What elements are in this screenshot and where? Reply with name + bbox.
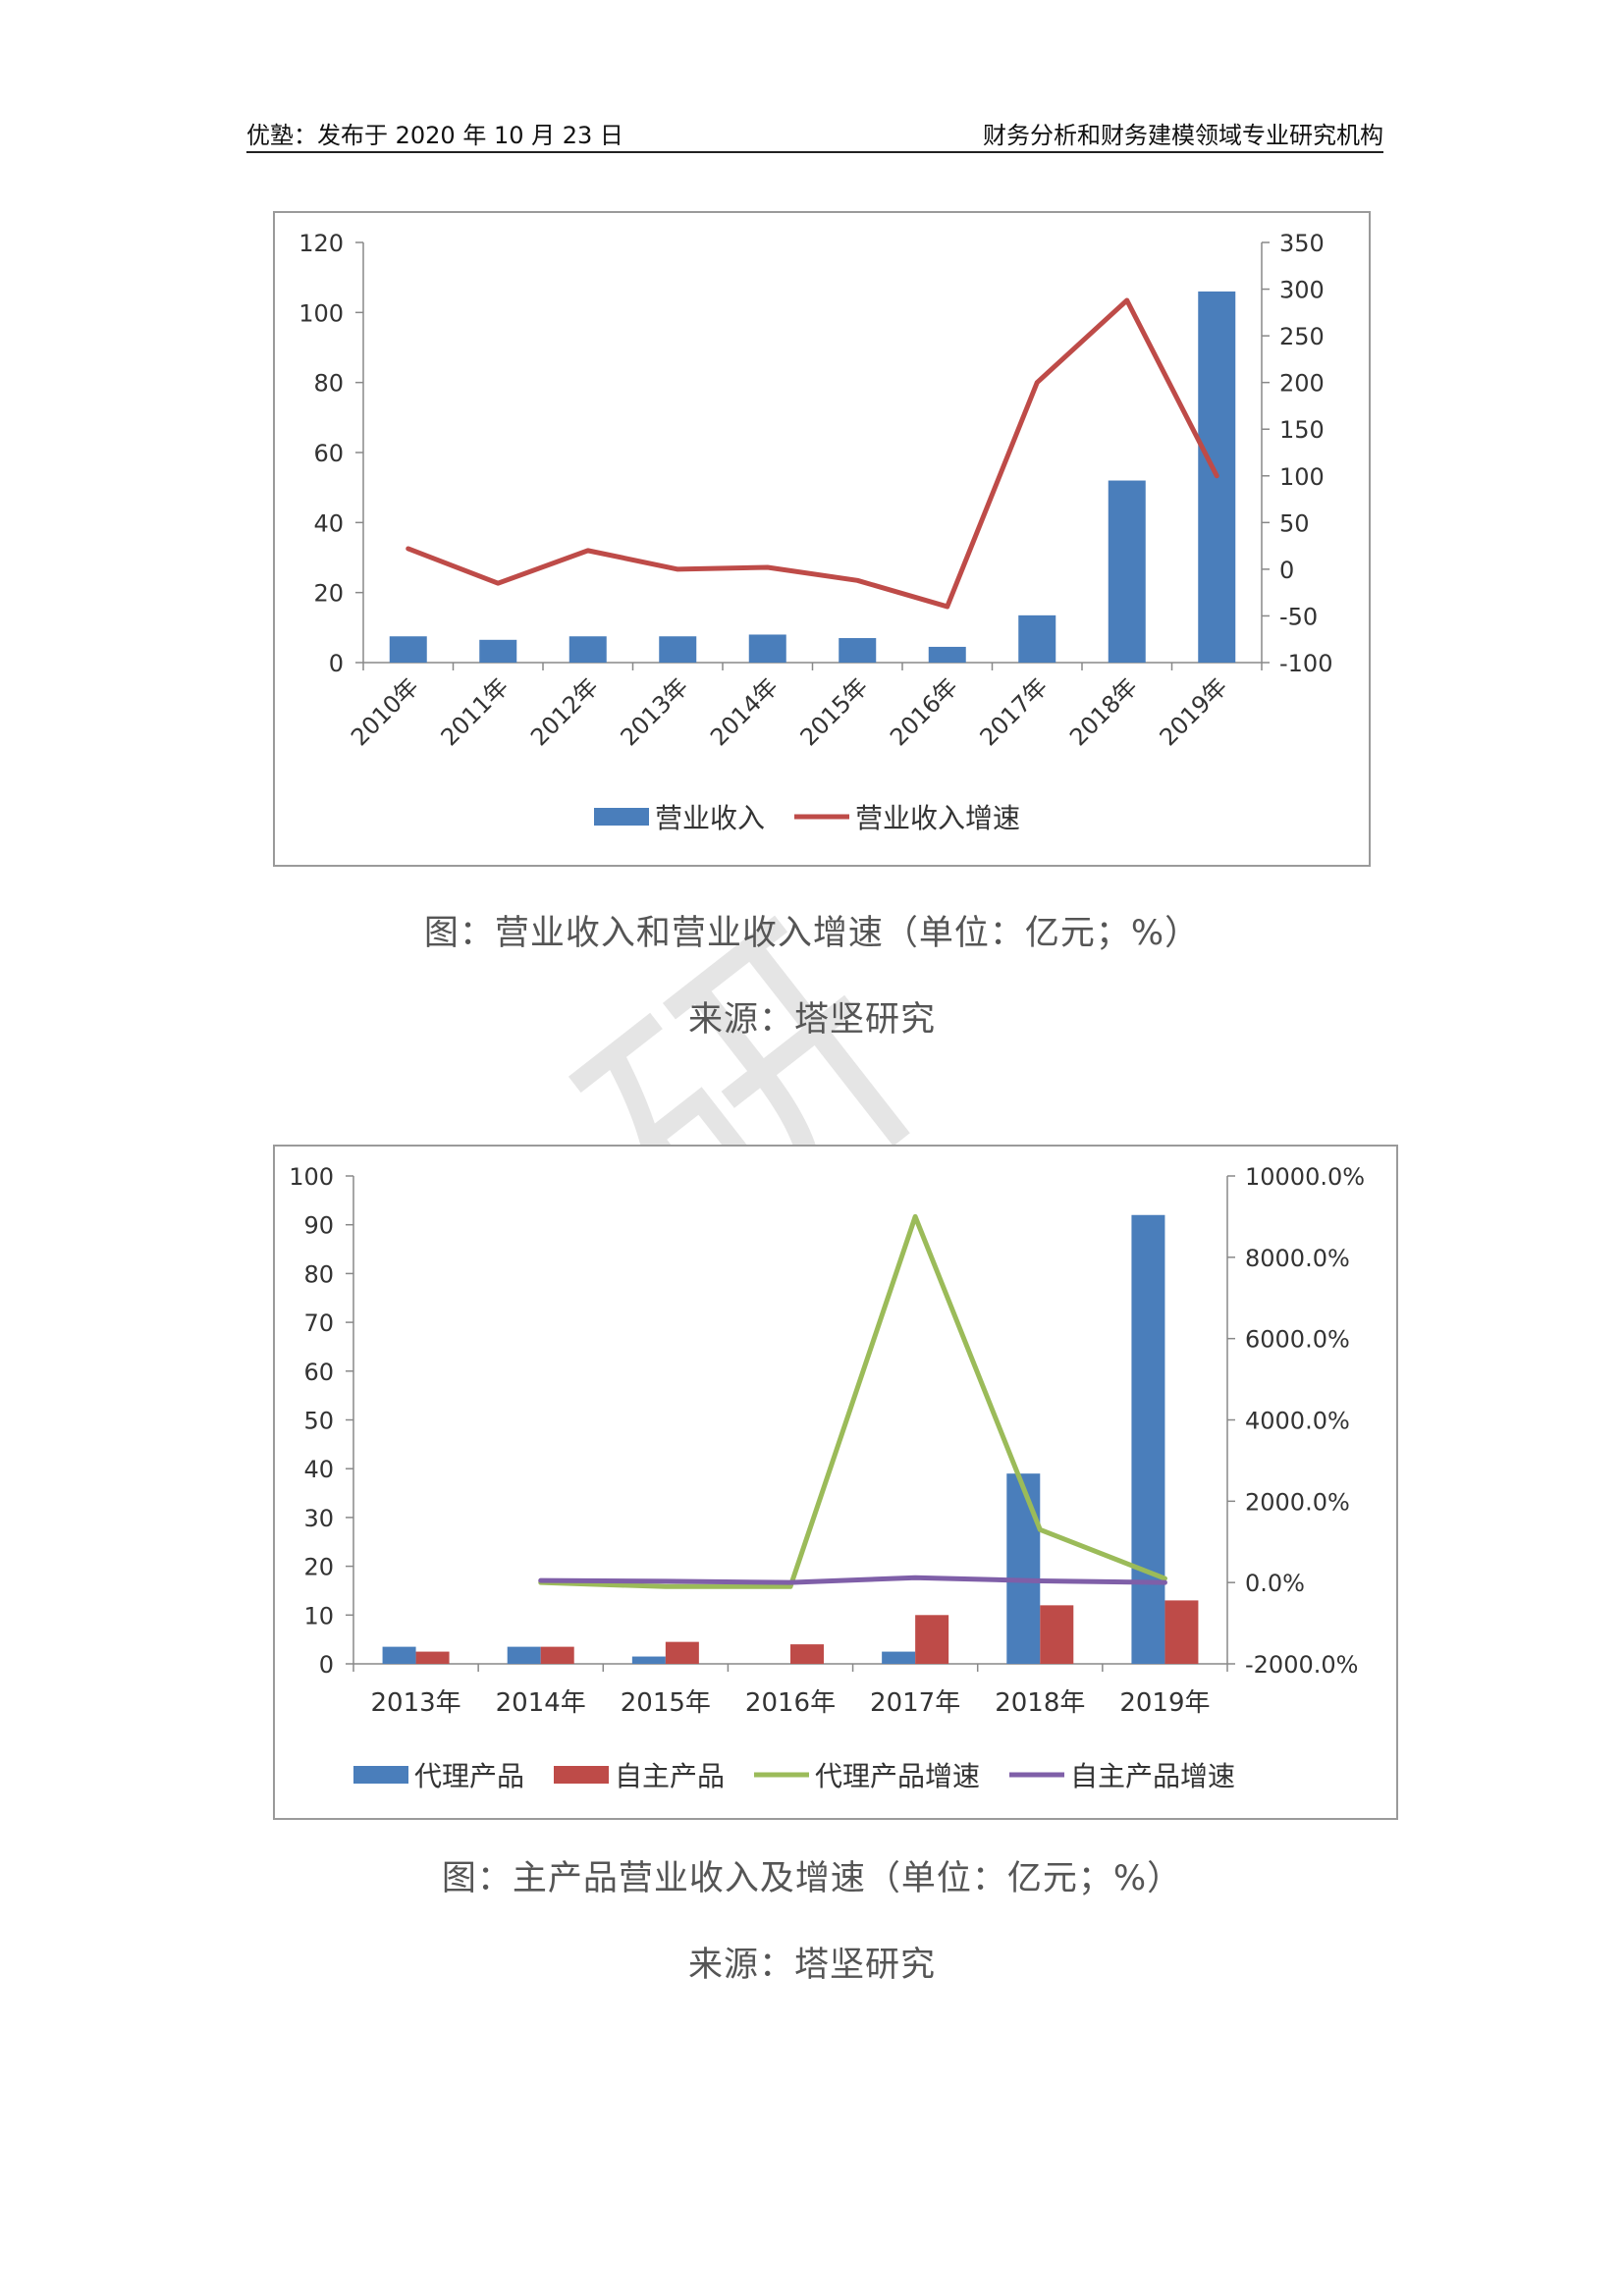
x-tick-label: 2016年 <box>745 1688 836 1718</box>
bar <box>568 636 607 663</box>
figure2-caption: 图：主产品营业收入及增速（单位：亿元；%） <box>441 1859 1183 1898</box>
x-tick-label: 2014年 <box>705 672 784 751</box>
y-left-tick-label: 20 <box>313 580 344 608</box>
y-left-tick-label: 70 <box>303 1309 334 1337</box>
legend-label: 营业收入 <box>655 802 765 834</box>
x-tick-label: 2015年 <box>795 672 874 751</box>
bar <box>928 646 966 663</box>
bar <box>839 638 877 663</box>
product-revenue-chart: 0 10 20 30 40 50 60 70 80 90 100 -2000.0% 0.0% 2000.0… <box>273 1145 1398 1820</box>
y-right-tick-label: 300 <box>1279 277 1325 304</box>
y-left-tick-label: 80 <box>303 1260 334 1288</box>
page-header-right: 财务分析和财务建模领域专业研究机构 <box>983 122 1383 149</box>
bar <box>1040 1605 1074 1664</box>
y-right-tick-label: 4000.0% <box>1245 1408 1350 1435</box>
legend-swatch <box>594 808 649 826</box>
bar <box>1164 1600 1199 1664</box>
y-left-tick-label: 90 <box>303 1212 334 1240</box>
x-tick-label: 2013年 <box>616 672 694 751</box>
bar <box>507 1646 541 1664</box>
y-left-tick-label: 30 <box>303 1505 334 1532</box>
y-right-tick-label: 100 <box>1279 463 1325 491</box>
y-right-tick-label: -2000.0% <box>1245 1651 1358 1679</box>
legend-swatch <box>353 1766 408 1784</box>
x-tick-label: 2010年 <box>346 672 424 751</box>
bar <box>882 1651 916 1664</box>
x-tick-label: 2017年 <box>870 1688 960 1718</box>
y-left-tick-label: 10 <box>303 1602 334 1629</box>
legend-swatch <box>554 1766 609 1784</box>
y-left-tick-label: 40 <box>303 1456 334 1483</box>
product-revenue-chart-svg: 0 10 20 30 40 50 60 70 80 90 100 -2000.0% 0.0% 2000.0… <box>289 1163 1365 1792</box>
x-tick-label: 2018年 <box>995 1688 1085 1718</box>
legend-label: 自主产品 <box>615 1760 725 1792</box>
bar <box>748 634 786 663</box>
y-left-tick-label: 20 <box>303 1554 334 1581</box>
x-tick-label: 2018年 <box>1064 672 1143 751</box>
figure1-source: 来源：塔坚研究 <box>687 1000 936 1040</box>
bar <box>790 1644 824 1664</box>
bar <box>382 1646 416 1664</box>
x-tick-label: 2019年 <box>1119 1688 1210 1718</box>
bar <box>389 636 427 663</box>
series-line <box>538 1575 1167 1585</box>
figure2-source: 来源：塔坚研究 <box>687 1946 936 1985</box>
legend-label: 代理产品 <box>414 1760 524 1792</box>
x-tick-label: 2011年 <box>436 672 514 751</box>
bar <box>665 1641 699 1664</box>
y-right-tick-label: 50 <box>1279 509 1310 537</box>
revenue-chart-svg: 0 20 40 60 80 100 120 -100 -50 0 50 100 150 200 250 300… <box>298 230 1332 834</box>
header-divider <box>246 151 1383 153</box>
series-line <box>406 297 1219 610</box>
x-tick-label: 2012年 <box>525 672 604 751</box>
bar <box>1131 1214 1165 1664</box>
y-right-tick-label: -100 <box>1279 650 1332 677</box>
y-left-tick-label: 100 <box>298 299 344 327</box>
bar <box>915 1615 949 1664</box>
y-left-tick-label: 40 <box>313 509 344 537</box>
y-left-tick-label: 50 <box>303 1408 334 1435</box>
bar <box>659 636 697 663</box>
page-header-left: 优塾：发布于 2020 年 10 月 23 日 <box>246 122 623 149</box>
bar <box>479 639 517 663</box>
y-right-tick-label: 2000.0% <box>1245 1488 1350 1516</box>
x-tick-label: 2015年 <box>621 1688 711 1718</box>
y-right-tick-label: 200 <box>1279 370 1325 398</box>
x-tick-label: 2014年 <box>496 1688 586 1718</box>
bar <box>1108 480 1146 663</box>
series-line <box>538 1213 1167 1589</box>
y-left-tick-label: 0 <box>329 650 344 677</box>
y-left-tick-label: 100 <box>289 1163 334 1191</box>
y-right-tick-label: 250 <box>1279 323 1325 350</box>
x-tick-label: 2017年 <box>975 672 1054 751</box>
legend-label: 营业收入增速 <box>855 802 1020 834</box>
y-right-tick-label: 0.0% <box>1245 1570 1305 1597</box>
figure1-caption: 图：营业收入和营业收入增速（单位：亿元；%） <box>423 914 1201 953</box>
y-right-tick-label: 350 <box>1279 230 1325 257</box>
y-left-tick-label: 60 <box>303 1359 334 1386</box>
y-right-tick-label: 6000.0% <box>1245 1326 1350 1354</box>
y-left-tick-label: 120 <box>298 230 344 257</box>
y-right-tick-label: -50 <box>1279 603 1318 630</box>
legend-label: 代理产品增速 <box>815 1760 980 1792</box>
y-right-tick-label: 10000.0% <box>1245 1163 1365 1191</box>
bar <box>415 1651 450 1664</box>
bar <box>1018 614 1056 663</box>
y-left-tick-label: 80 <box>313 370 344 398</box>
y-right-tick-label: 150 <box>1279 416 1325 444</box>
revenue-chart: 0 20 40 60 80 100 120 -100 -50 0 50 100 150 200 250 300… <box>273 211 1371 867</box>
y-right-tick-label: 8000.0% <box>1245 1245 1350 1272</box>
y-left-tick-label: 0 <box>319 1651 334 1679</box>
legend-label: 自主产品增速 <box>1070 1760 1235 1792</box>
x-tick-label: 2013年 <box>370 1688 460 1718</box>
x-tick-label: 2016年 <box>885 672 963 751</box>
bar <box>1006 1473 1041 1664</box>
y-left-tick-label: 60 <box>313 440 344 467</box>
bar <box>540 1646 574 1664</box>
y-right-tick-label: 0 <box>1279 557 1294 584</box>
bar <box>631 1656 666 1664</box>
x-tick-label: 2019年 <box>1155 672 1233 751</box>
